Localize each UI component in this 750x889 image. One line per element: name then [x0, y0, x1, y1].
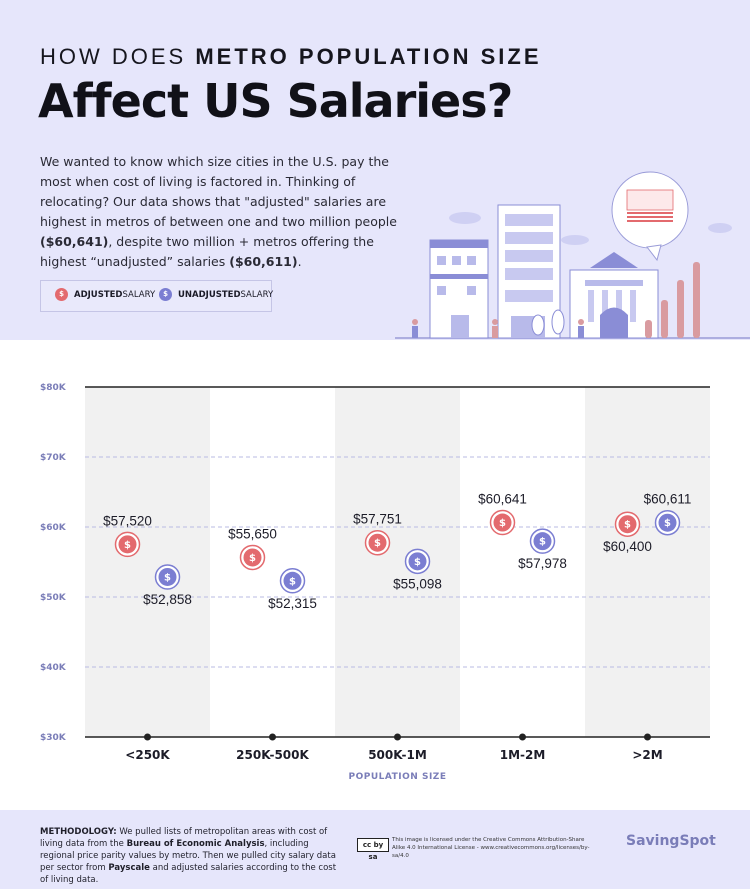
methodology-source-bea: Bureau of Economic Analysis: [126, 839, 265, 849]
kicker-heading: HOW DOES METRO POPULATION SIZE: [40, 44, 542, 70]
license-text: This image is licensed under the Creativ…: [392, 837, 590, 859]
salary-chart: $30K $40K $50K $60K $70K $80K <250K 250K-500K 50…: [40, 383, 710, 782]
y-tick-label: $60K: [40, 523, 67, 533]
brand-logo: SavingSpot: [626, 833, 716, 849]
city-illustration: [395, 171, 750, 339]
x-tick-dot: [394, 733, 401, 741]
unadjusted-data-label: $60,611: [644, 492, 692, 507]
unadjusted-salary-point: [533, 532, 552, 551]
methodology-label: METHODOLOGY:: [40, 827, 117, 837]
page-title: Affect US Salaries?: [38, 74, 513, 128]
intro-text-1: We wanted to know which size cities in t…: [40, 154, 397, 229]
category-band: [585, 387, 710, 737]
adjusted-data-label: $60,400: [603, 539, 652, 554]
unadjusted-data-label: $52,315: [268, 596, 317, 611]
y-tick-label: $80K: [40, 383, 67, 393]
unadjusted-salary-point: [158, 567, 177, 586]
dollar-icon: $: [374, 538, 381, 549]
y-tick-label: $50K: [40, 593, 67, 603]
adjusted-data-label: $60,641: [478, 492, 527, 507]
dollar-icon: $: [249, 553, 256, 564]
x-tick-dot: [269, 733, 276, 741]
y-tick-label: $30K: [40, 733, 67, 743]
x-tick-label: 250K-500K: [236, 748, 309, 762]
creative-commons-icon: cc by sa: [357, 838, 389, 861]
unadjusted-data-label: $57,978: [518, 556, 567, 571]
adjusted-salary-point: [493, 513, 512, 532]
chart-legend: $ ADJUSTED SALARY $ UNADJUSTED SALARY: [40, 280, 273, 312]
y-tick-label: $40K: [40, 663, 67, 673]
dollar-icon: $: [624, 520, 631, 531]
legend-unadjusted-bold: UNADJUSTED: [178, 289, 241, 300]
adjusted-data-label: $57,520: [103, 513, 152, 528]
legend-unadjusted-rest: SALARY: [240, 289, 274, 300]
methodology-text-1: We pulled lists of metropolitan areas wi…: [40, 827, 328, 849]
dollar-icon: $: [414, 557, 421, 568]
category-band: [335, 387, 460, 737]
unadjusted-marker-glyph: $: [163, 290, 168, 298]
x-tick-dot: [144, 733, 151, 741]
x-tick-label: <250K: [125, 748, 170, 762]
y-tick-label: $70K: [40, 453, 67, 463]
legend-adjusted-bold: ADJUSTED: [74, 289, 123, 300]
dollar-icon: $: [164, 572, 171, 583]
unadjusted-data-label: $55,098: [393, 576, 442, 591]
x-tick-label: >2M: [632, 748, 662, 762]
adjusted-data-label: $55,650: [228, 526, 277, 541]
kicker-plain: HOW DOES: [40, 44, 196, 69]
intro-paragraph: We wanted to know which size cities in t…: [40, 152, 400, 272]
unadjusted-salary-point: [658, 513, 677, 532]
intro-highlight-2: ($60,611): [229, 254, 298, 269]
unadjusted-salary-point: [283, 571, 302, 590]
methodology-source-payscale: Payscale: [108, 863, 150, 873]
dollar-icon: $: [124, 540, 131, 551]
intro-highlight-1: ($60,641): [40, 234, 109, 249]
methodology-note: METHODOLOGY: We pulled lists of metropol…: [40, 826, 340, 886]
intro-text-2: , despite two million + metros offering …: [40, 234, 374, 269]
x-tick-label: 1M-2M: [500, 748, 546, 762]
unadjusted-salary-point: [408, 552, 427, 571]
methodology-text-3: and adjusted salaries according to the c…: [40, 863, 337, 885]
adjusted-marker-glyph: $: [59, 290, 64, 298]
adjusted-salary-point: [618, 515, 637, 534]
dollar-icon: $: [499, 518, 506, 529]
legend-adjusted-rest: SALARY: [122, 289, 156, 300]
adjusted-marker-icon: $: [55, 288, 68, 301]
dollar-icon: $: [539, 537, 546, 548]
dollar-icon: $: [289, 576, 296, 587]
legend-item-adjusted: $ ADJUSTED SALARY: [55, 288, 155, 301]
adjusted-salary-point: [243, 548, 262, 567]
kicker-bold: METRO POPULATION SIZE: [195, 44, 542, 69]
x-tick-dot: [519, 733, 526, 741]
adjusted-data-label: $57,751: [353, 512, 402, 527]
legend-item-unadjusted: $ UNADJUSTED SALARY: [159, 288, 273, 301]
intro-text-3: .: [297, 254, 302, 269]
methodology-text-2: , including regional price parity values…: [40, 839, 336, 873]
unadjusted-marker-icon: $: [159, 288, 172, 301]
adjusted-salary-point: [118, 535, 137, 554]
category-band: [85, 387, 210, 737]
adjusted-salary-point: [368, 533, 387, 552]
x-axis-title: POPULATION SIZE: [349, 772, 447, 782]
unadjusted-data-label: $52,858: [143, 592, 192, 607]
x-tick-dot: [644, 733, 651, 741]
x-tick-label: 500K-1M: [368, 748, 427, 762]
dollar-icon: $: [664, 518, 671, 529]
